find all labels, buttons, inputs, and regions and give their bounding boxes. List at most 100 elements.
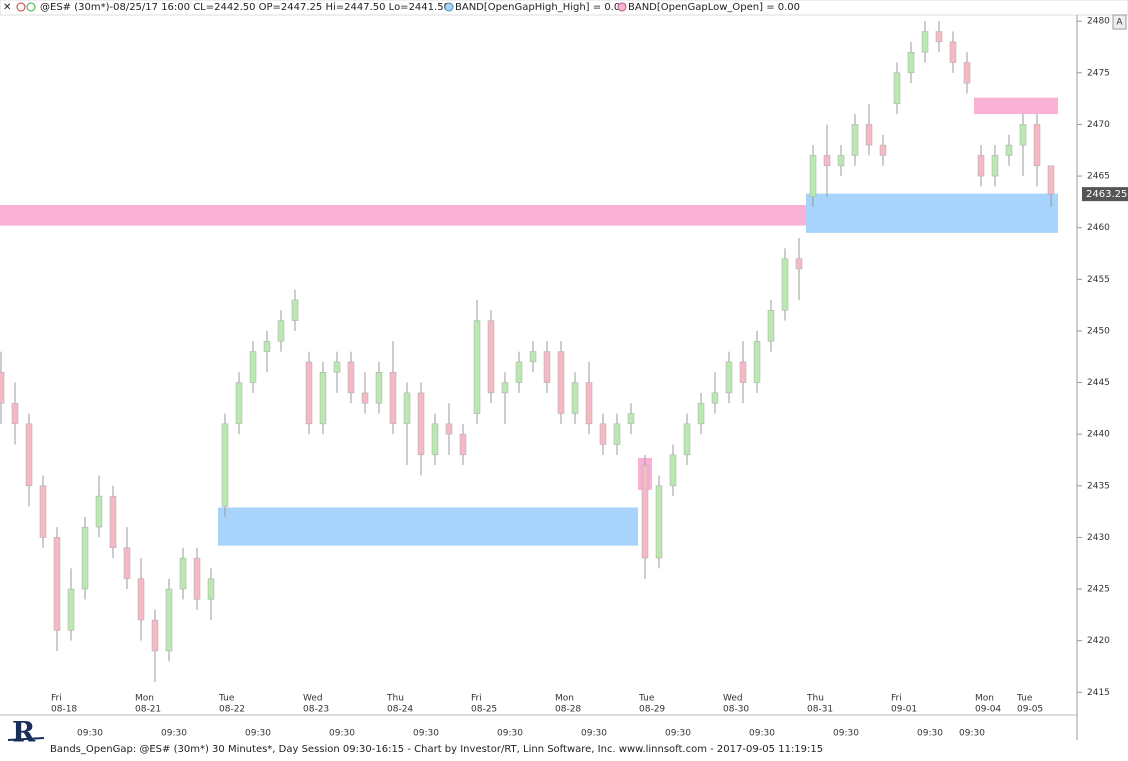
x-weekday-label: Tue	[638, 694, 655, 704]
candle-body	[487, 320, 495, 394]
x-time-label: 09:30	[413, 729, 439, 739]
axis-button[interactable]	[1112, 14, 1127, 30]
x-weekday-label: Mon	[135, 694, 154, 704]
x-weekday-label: Tue	[1016, 694, 1033, 704]
y-tick-label: 2475	[1087, 68, 1110, 78]
candle-body	[123, 547, 131, 579]
svg-text:R: R	[12, 716, 36, 749]
header-bar	[0, 0, 1128, 16]
candle-body	[193, 557, 201, 600]
y-tick-label: 2425	[1087, 585, 1110, 595]
legend-icon	[617, 2, 627, 12]
icon[interactable]	[16, 2, 26, 12]
candle-body	[319, 371, 327, 425]
candle-body	[333, 361, 341, 373]
x-date-label: 08-22	[219, 705, 245, 715]
candle-body	[235, 382, 243, 425]
candle-body	[823, 155, 831, 166]
x-date-label: 08-25	[471, 705, 497, 715]
x-time-label: 09:30	[665, 729, 691, 739]
axis-button-label[interactable]: A	[1116, 18, 1123, 28]
candle-body	[39, 485, 47, 538]
x-time-label: 09:30	[329, 729, 355, 739]
candle-body	[417, 392, 425, 456]
y-tick-label: 2460	[1087, 223, 1110, 233]
x-weekday-label: Wed	[303, 694, 323, 704]
band	[218, 507, 638, 546]
x-time-label: 09:30	[161, 729, 187, 739]
candle-body	[81, 526, 89, 590]
x-weekday-label: Fri	[891, 694, 902, 704]
x-time-label: 09:30	[497, 729, 523, 739]
candle-body	[837, 155, 845, 166]
candle-body	[109, 495, 117, 548]
y-tick-label: 2465	[1087, 172, 1110, 182]
candle-body	[389, 371, 397, 425]
x-date-label: 08-23	[303, 705, 329, 715]
x-date-label: 08-28	[555, 705, 581, 715]
candle-body	[165, 588, 173, 652]
candle-body	[767, 310, 775, 342]
candle-body	[459, 433, 467, 456]
x-time-label: 09:30	[749, 729, 775, 739]
candle-body	[277, 320, 285, 342]
x-time-label: 09:30	[917, 729, 943, 739]
candle-body	[151, 619, 159, 652]
candle-body	[221, 423, 229, 507]
candle-body	[67, 588, 75, 631]
candle-body	[739, 361, 747, 383]
close-icon[interactable]: ✕	[3, 2, 11, 13]
x-time-label: 09:30	[581, 729, 607, 739]
candle-body	[473, 320, 481, 414]
candle-body	[445, 423, 453, 435]
candle-body	[865, 124, 873, 146]
icon[interactable]	[26, 2, 36, 12]
candle-body	[1019, 124, 1027, 146]
band	[0, 204, 806, 226]
x-weekday-label: Tue	[218, 694, 235, 704]
x-weekday-label: Mon	[975, 694, 994, 704]
candle-body	[571, 382, 579, 414]
y-tick-label: 2450	[1087, 326, 1110, 336]
candle-body	[935, 31, 943, 43]
x-weekday-label: Thu	[806, 694, 824, 704]
x-date-label: 08-30	[723, 705, 749, 715]
candle-body	[207, 578, 215, 600]
y-tick-label: 2420	[1087, 636, 1110, 646]
candle-body	[795, 258, 803, 270]
y-tick-label: 2430	[1087, 533, 1110, 543]
candle-body	[291, 299, 299, 321]
candle-body	[179, 557, 187, 590]
candle-body	[431, 423, 439, 456]
x-time-label: 09:30	[959, 729, 985, 739]
x-date-label: 08-21	[135, 705, 161, 715]
x-date-label: 09-05	[1017, 705, 1043, 715]
symbol-info: @ES# (30m*)-08/25/17 16:00 CL=2442.50 OP…	[40, 2, 450, 13]
logo: R	[7, 716, 45, 754]
band-high-info: BAND[OpenGapHigh_High] = 0.00	[455, 2, 627, 13]
y-tick-label: 2440	[1087, 430, 1110, 440]
candle-body	[599, 423, 607, 445]
y-tick-label: 2415	[1087, 688, 1110, 698]
band	[974, 97, 1058, 115]
x-date-label: 08-18	[51, 705, 77, 715]
candle-body	[249, 351, 257, 383]
candle-body	[403, 392, 411, 425]
candle-body	[53, 537, 61, 631]
candle-body	[683, 423, 691, 456]
candle-body	[655, 485, 663, 559]
candle-body	[1047, 165, 1055, 195]
candle-body	[921, 31, 929, 53]
candle-body	[781, 258, 789, 311]
band	[806, 193, 1058, 233]
legend-icon	[444, 2, 454, 12]
last-price-box	[1082, 187, 1128, 202]
candle-body	[11, 402, 19, 425]
y-tick-label: 2455	[1087, 275, 1110, 285]
candle-body	[963, 62, 971, 84]
y-tick-label: 2445	[1087, 378, 1110, 388]
candle-body	[515, 361, 523, 383]
candle-body	[725, 361, 733, 394]
candle-body	[137, 578, 145, 621]
